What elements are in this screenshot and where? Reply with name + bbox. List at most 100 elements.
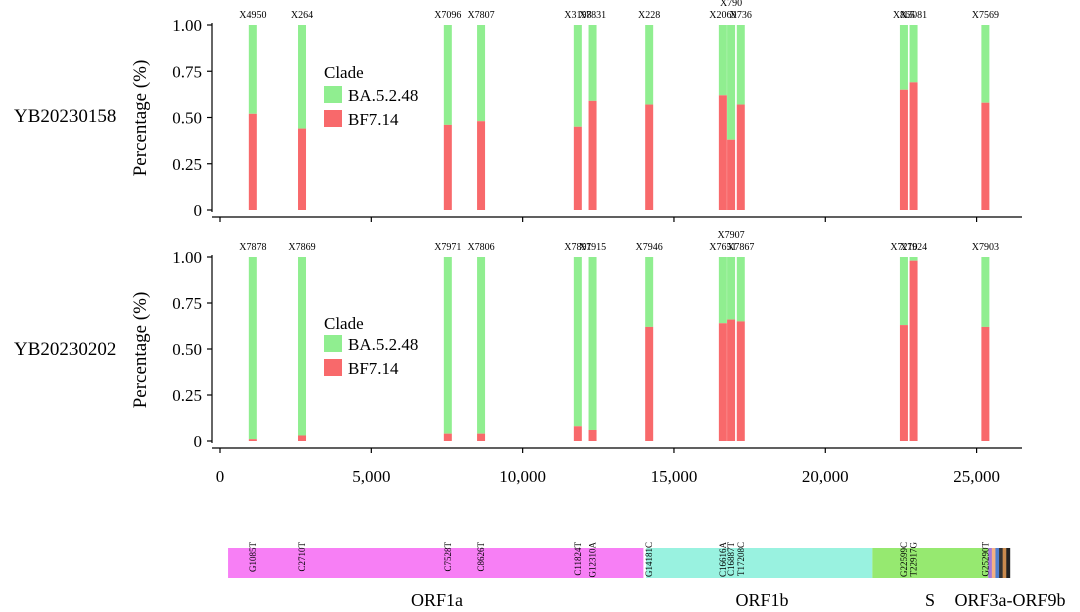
panel-2-bar-bf-X7891: [573, 426, 582, 441]
panel-2-bar-bf-X7903: [981, 326, 990, 441]
gene-segment-small: [999, 548, 1003, 578]
panel-2-bar-bf-X7971: [443, 433, 452, 441]
panel-2-legend: Clade BA.5.2.48 BF7.14: [324, 314, 418, 378]
gene-S: [872, 548, 989, 578]
panel-1-bar-label: X2069: [709, 10, 736, 21]
gene-label-ORF1a: ORF1a: [411, 590, 463, 610]
panel-1-legend-swatch-ba: [324, 86, 342, 103]
gene-label-S: S: [925, 590, 935, 610]
panel-2-y-tick-label: 0: [194, 432, 203, 451]
panel-1-bar-label: X7569: [972, 10, 999, 21]
panel-1-bar-bf-X7569: [981, 102, 990, 210]
panel-1-bar-label: X790: [720, 0, 742, 9]
panel-1-bar-ba-X264: [298, 25, 307, 129]
panel-2-bar-label: X7867: [727, 242, 754, 253]
panel-1-bar-bf-X3198: [573, 126, 582, 210]
panel-1-bar-label: X7807: [467, 10, 494, 21]
panel-1-bar-bf-X7807: [477, 121, 486, 210]
panel-1-bar-ba-X865: [899, 25, 908, 90]
mutation-label: G1085T: [248, 542, 258, 572]
gene-segment-small: [1002, 548, 1007, 578]
panel-1-bar-ba-X228: [645, 25, 654, 105]
panel-2-bar-label: X7915: [579, 242, 606, 253]
panel-1-bar-ba-X4950: [248, 25, 257, 114]
panel-2-bar-label: X7924: [900, 242, 927, 253]
panel-2-bar-bf-X7806: [477, 433, 486, 441]
mutation-label: G22599C: [899, 542, 909, 577]
panel-2-bar-label: X7971: [434, 242, 461, 253]
panel-1-bar-bf-X7096: [443, 124, 452, 210]
panel-2-bar-bf-X7869: [298, 435, 307, 441]
panel-2-legend-swatch-bf: [324, 359, 342, 376]
panel-2-ylabel: Percentage (%): [130, 292, 151, 409]
gene-segment-small: [991, 548, 996, 578]
panel-1-bar-bf-X7831: [588, 100, 597, 210]
panel-2-bar-ba-X7903: [981, 257, 990, 327]
panel-2-bar-ba-X7915: [588, 257, 597, 430]
panel-1-bar-label: X7831: [579, 10, 606, 21]
panel-2-bar-ba-X7891: [573, 257, 582, 427]
panel-2-bar-bf-X7867: [736, 321, 745, 441]
panel-2-bar-label: X7869: [288, 242, 315, 253]
panel-1-bar-label: X736: [730, 10, 752, 21]
panel-1-bar-bf-X790: [727, 139, 736, 210]
panel-1-bar-label: X264: [291, 10, 313, 21]
panel-1-sample-label: YB20230158: [14, 106, 116, 127]
gene-segment-small: [988, 548, 993, 578]
panel-1-bar-bf-X2069: [718, 95, 727, 210]
x-tick-label: 15,000: [651, 467, 698, 486]
mutation-label: T17208C: [736, 542, 746, 576]
panel-2-bar-bf-X7907: [727, 319, 736, 441]
mutation-label: C11824T: [573, 542, 583, 576]
panel-2-bar-label: X7210: [890, 242, 917, 253]
panel-1-y-tick-label: 0: [194, 201, 203, 220]
panel-2-bar-ba-X7210: [899, 257, 908, 326]
panel-1-bar-bf-X3081: [909, 82, 918, 210]
panel-1-y-tick-label: 0.25: [172, 155, 202, 174]
axes: 0 0.25 0.50 0.75 1.00 0 0.25 0.50 0.75 1.00 0 5,000…: [172, 16, 1022, 486]
panel-1-y-tick-label: 0.50: [172, 109, 202, 128]
panel-1-legend-label-ba: BA.5.2.48: [348, 86, 418, 105]
panel-2-y-tick-label: 0.75: [172, 294, 202, 313]
panel-2-bar-bf-X7878: [248, 439, 257, 441]
panel-1-ylabel: Percentage (%): [130, 60, 151, 177]
panel-2-bar-bf-X7915: [588, 429, 597, 441]
x-tick-label: 20,000: [802, 467, 849, 486]
panel-1-bar-label: X3081: [900, 10, 927, 21]
mutation-label: G25290T: [980, 542, 990, 577]
panel-2-bar-label: X7878: [239, 242, 266, 253]
panel-1-bar-ba-X736: [736, 25, 745, 105]
panel-1-bar-ba-X2069: [718, 25, 727, 96]
panel-2-bar-bf-X7924: [909, 260, 918, 441]
panel-1-legend-title: Clade: [324, 63, 364, 82]
panel-1-bar-bf-X264: [298, 128, 307, 210]
panel-2-legend-label-bf: BF7.14: [348, 359, 399, 378]
x-tick-label: 0: [216, 467, 225, 486]
panel-1-bar-ba-X3081: [909, 25, 918, 83]
mutation-label: G12310A: [588, 542, 598, 578]
x-tick-label: 5,000: [352, 467, 390, 486]
x-tick-label: 10,000: [499, 467, 546, 486]
panel-2-bar-label: X7946: [636, 242, 663, 253]
panel-2-sample-label: YB20230202: [14, 339, 116, 360]
panel-2-bar-ba-X7867: [736, 257, 745, 322]
panel-1-bar-label: X3198: [564, 10, 591, 21]
panel-1-bar-label: X4950: [239, 10, 266, 21]
gene-segment-small: [995, 548, 1000, 578]
panel-1-bar-ba-X3198: [573, 25, 582, 127]
panel-2-bar-bf-X7210: [899, 325, 908, 441]
panel-2-legend-title: Clade: [324, 314, 364, 333]
gene-ORF1b: [646, 548, 873, 578]
panel-2-bar-ba-X7971: [443, 257, 452, 434]
panel-1: YB20230158 Percentage (%) Clade BA.5.2.4…: [14, 60, 418, 177]
panel-1-legend-swatch-bf: [324, 110, 342, 127]
panel-2-bar-label: X7891: [564, 242, 591, 253]
panel-1-bar-bf-X736: [736, 104, 745, 210]
genome-map: ORF1a ORF1b S ORF3a-ORF9b G1085T C2710T C7528T…: [228, 542, 1066, 610]
panel-1-bar-bf-X865: [899, 89, 908, 210]
mutation-label: C7528T: [443, 542, 453, 572]
panel-2-bar-bf-X7946: [645, 326, 654, 441]
panel-2-y-tick-label: 0.50: [172, 340, 202, 359]
panel-2-legend-swatch-ba: [324, 335, 342, 352]
